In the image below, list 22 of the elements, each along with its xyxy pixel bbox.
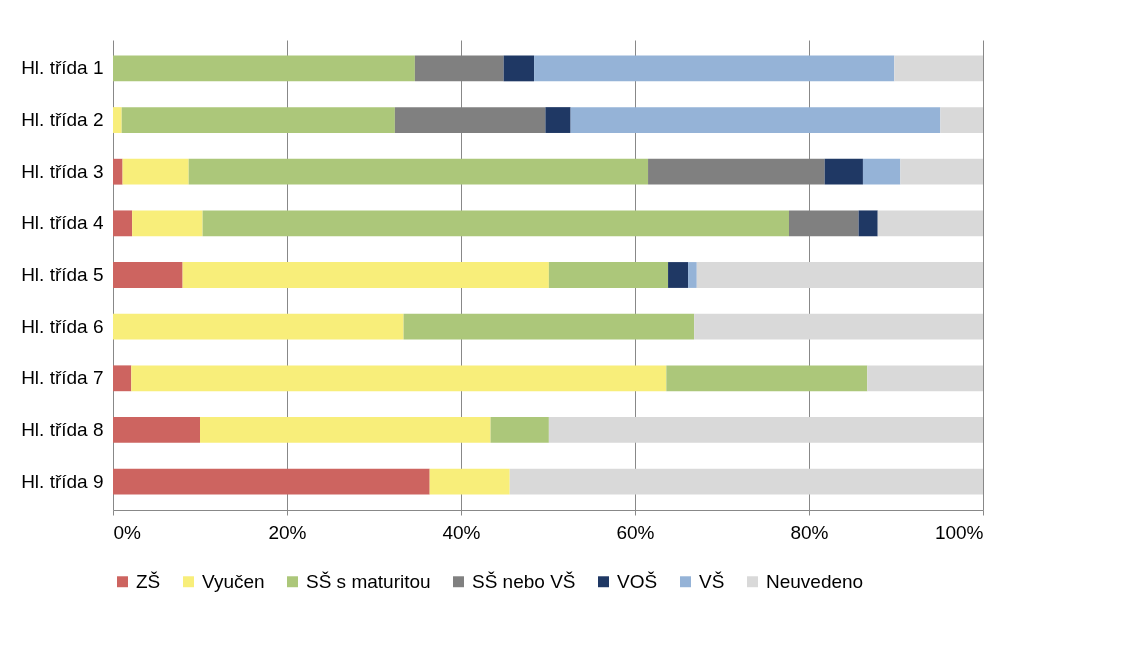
x-tick-label: 60%	[616, 521, 655, 543]
legend-label: Vyučen	[202, 570, 265, 592]
y-tick-label: Hl. třída 6	[21, 315, 104, 337]
legend-label: Neuvedeno	[766, 570, 864, 592]
x-tick-label: 100%	[934, 521, 984, 543]
y-tick-label: Hl. třída 4	[21, 212, 104, 234]
y-tick-label: Hl. třída 8	[21, 418, 104, 440]
x-tick-label: 40%	[442, 521, 481, 543]
legend-label: VŠ	[699, 570, 725, 592]
y-tick-label: Hl. třída 2	[21, 109, 104, 131]
y-tick-label: Hl. třída 3	[21, 160, 104, 182]
legend-label: VOŠ	[617, 570, 658, 592]
y-tick-label: Hl. třída 1	[21, 57, 104, 79]
legend-label: ZŠ	[136, 570, 161, 592]
x-tick-label: 0%	[113, 521, 142, 543]
y-tick-label: Hl. třída 5	[21, 264, 104, 285]
y-tick-label: Hl. třída 9	[21, 470, 104, 492]
x-tick-label: 20%	[268, 521, 307, 543]
x-tick-label: 80%	[790, 521, 829, 543]
y-tick-label: Hl. třída 7	[21, 367, 104, 389]
legend-label: SŠ s maturitou	[306, 570, 431, 592]
legend-label: SŠ nebo VŠ	[472, 570, 576, 592]
